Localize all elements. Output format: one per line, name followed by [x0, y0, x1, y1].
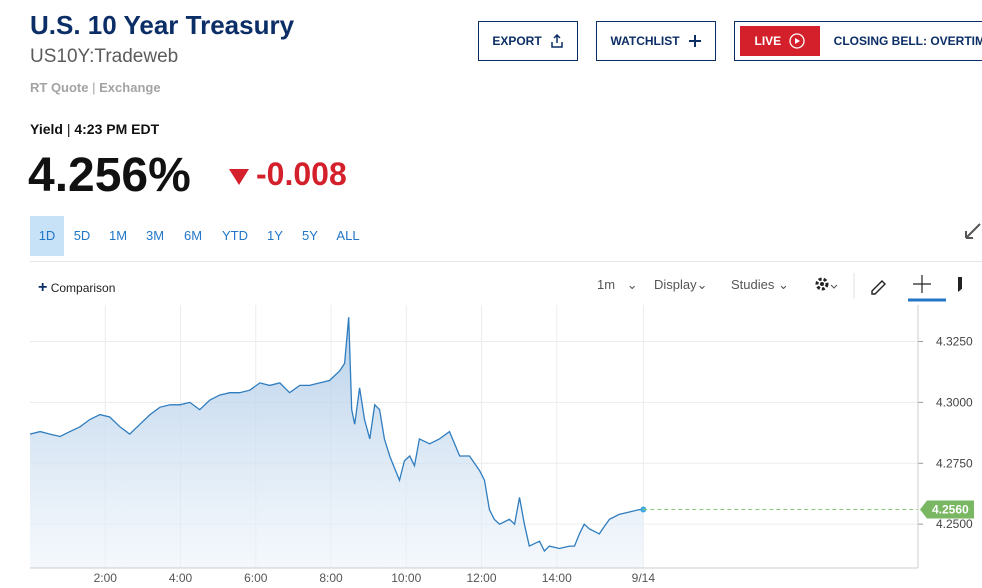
- range-tab[interactable]: 6M: [183, 228, 203, 243]
- quote-source-line: RT Quote | Exchange: [30, 80, 161, 95]
- comparison-button[interactable]: + Comparison: [38, 279, 115, 297]
- range-tab[interactable]: 5D: [73, 228, 91, 243]
- y-tick-label: 4.2500: [936, 517, 973, 531]
- draw-icon[interactable]: [871, 280, 886, 295]
- range-tab[interactable]: YTD: [222, 228, 248, 243]
- last-value-badge: [920, 500, 974, 519]
- live-show: CLOSING BELL: OVERTIME: [833, 34, 982, 48]
- last-value-label: 4.2560: [932, 503, 969, 517]
- x-tick-label: 9/14: [632, 571, 656, 585]
- plus-icon: [688, 35, 701, 47]
- y-tick-label: 4.2750: [936, 456, 973, 470]
- separator: |: [92, 80, 96, 95]
- live-label: LIVE: [754, 34, 782, 48]
- range-tab[interactable]: 3M: [145, 228, 165, 243]
- price: 4.256%: [28, 149, 191, 202]
- x-tick-label: 6:00: [244, 571, 268, 585]
- price-line: [29, 317, 644, 553]
- caret: ⌄: [778, 277, 789, 292]
- x-tick-label: 2:00: [94, 571, 118, 585]
- down-arrow: [229, 168, 249, 185]
- live-badge: LIVE: [740, 26, 820, 56]
- range-tab[interactable]: 1D: [30, 216, 64, 256]
- divider: [30, 261, 982, 262]
- x-tick-label: 12:00: [467, 571, 497, 585]
- studies-button[interactable]: Studies ⌄: [731, 277, 789, 293]
- separator: |: [66, 121, 71, 137]
- x-tick-label: 4:00: [169, 571, 193, 585]
- yield-label: Yield: [30, 121, 63, 137]
- y-tick-label: 4.3250: [936, 335, 973, 349]
- x-tick-label: 10:00: [391, 571, 421, 585]
- display-label: Display: [654, 277, 697, 292]
- range-tab[interactable]: ALL: [336, 228, 360, 243]
- page-title: U.S. 10 Year Treasury: [30, 10, 295, 40]
- export-label: EXPORT: [492, 34, 542, 48]
- x-tick-label: 14:00: [542, 571, 572, 585]
- interval-button[interactable]: 1m ⌄: [597, 277, 638, 293]
- caret: ⌄: [626, 277, 638, 292]
- export-button[interactable]: EXPORT: [478, 21, 578, 61]
- crosshair-icon[interactable]: [913, 275, 931, 293]
- watchlist-label: WATCHLIST: [610, 34, 680, 48]
- display-button[interactable]: Display⌄: [654, 277, 708, 293]
- range-tab[interactable]: 1Y: [267, 228, 283, 243]
- live-button[interactable]: LIVE CLOSING BELL: OVERTIME: [734, 21, 982, 61]
- symbol: US10Y:Tradeweb: [30, 46, 179, 67]
- change-line: -0.008: [228, 156, 347, 193]
- settings-icon[interactable]: [815, 277, 838, 291]
- quote-time: 4:23 PM EDT: [74, 121, 160, 137]
- x-tick-label: 8:00: [319, 571, 343, 585]
- area-fill: [30, 317, 644, 568]
- play-icon: [789, 33, 805, 49]
- range-tab[interactable]: 1M: [108, 228, 128, 243]
- studies-label: Studies: [731, 277, 775, 292]
- yield-line: Yield | 4:23 PM EDT: [30, 121, 159, 137]
- caret: ⌄: [696, 277, 708, 292]
- exchange: Exchange: [99, 80, 161, 95]
- watchlist-button[interactable]: WATCHLIST: [596, 21, 716, 61]
- change: -0.008: [256, 156, 347, 192]
- export-icon: [550, 34, 563, 48]
- range-tab[interactable]: 5Y: [302, 228, 318, 243]
- comment-icon[interactable]: [958, 277, 962, 292]
- y-tick-label: 4.3000: [936, 395, 973, 409]
- expand-icon[interactable]: [964, 222, 982, 240]
- interval-label: 1m: [597, 277, 616, 292]
- quote-source: RT Quote: [30, 80, 89, 95]
- comparison-label: Comparison: [50, 281, 116, 295]
- tool-icons: [815, 273, 962, 302]
- plus: +: [38, 279, 48, 296]
